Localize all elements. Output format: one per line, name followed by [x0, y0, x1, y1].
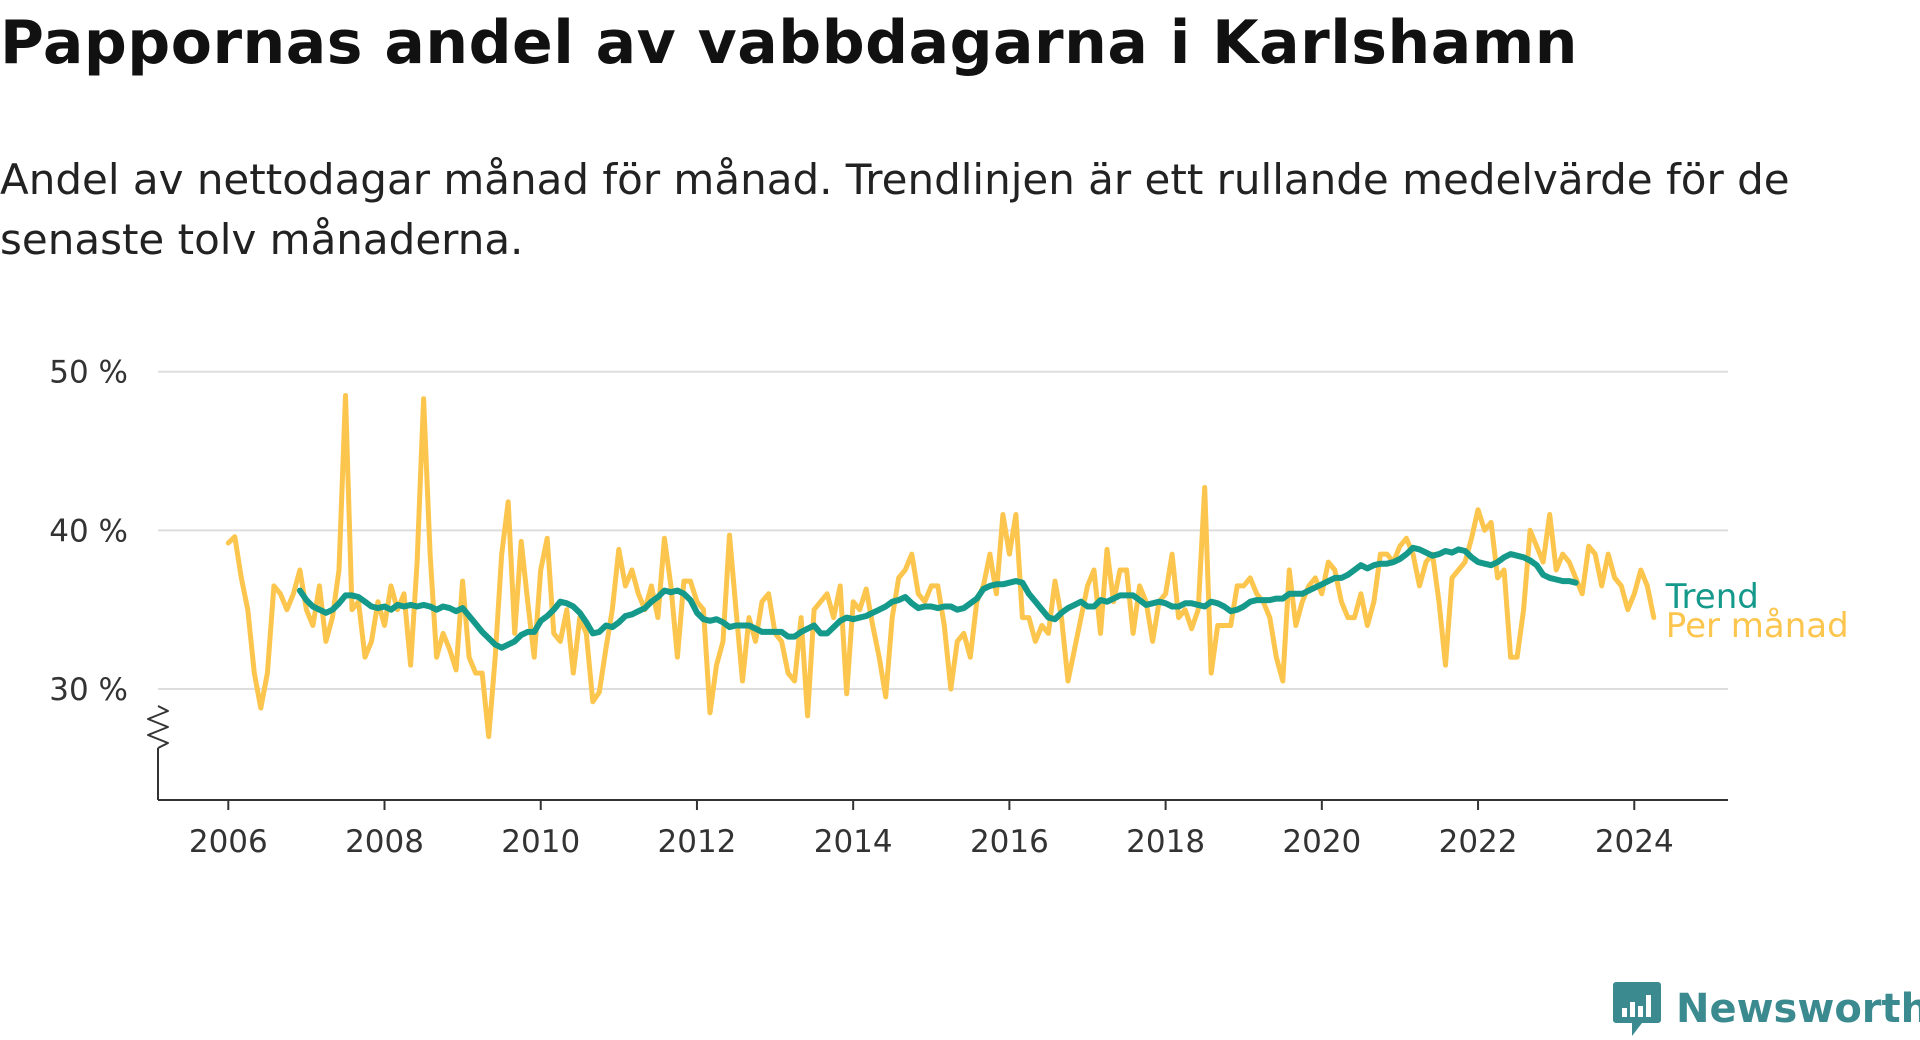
x-tick-label: 2024 [1595, 824, 1674, 860]
x-tick-label: 2018 [1126, 824, 1205, 860]
newsworthy-logo-icon [1613, 982, 1661, 1036]
chart-title: Pappornas andel av vabbdagarna i Karlsha… [0, 8, 1578, 78]
monthly-end-label: Per månad [1666, 606, 1849, 646]
x-tick-label: 2006 [189, 824, 268, 860]
y-tick-label: 40 % [49, 513, 128, 549]
series [225, 393, 1657, 740]
newsworthy-logo-text: Newsworthy [1676, 986, 1920, 1032]
axes: 30 % 40 % 50 % 2006 2008 2010 2012 2014 2016 2018… [49, 355, 1728, 860]
y-tick-label: 50 % [49, 355, 128, 391]
x-tick-label: 2020 [1282, 824, 1361, 860]
y-axis-break-symbol [147, 705, 169, 749]
x-tick-label: 2012 [658, 824, 737, 860]
line-chart: 30 % 40 % 50 % 2006 2008 2010 2012 2014 2016 2018… [49, 355, 1849, 860]
x-tick-label: 2008 [345, 824, 424, 860]
x-tick-label: 2014 [814, 824, 893, 860]
trend-line [296, 544, 1579, 651]
x-tick-label: 2016 [970, 824, 1049, 860]
trend-end-label: Trend [1665, 577, 1759, 617]
chart-subtitle: Andel av nettodagar månad för månad. Tre… [0, 155, 1790, 264]
monthly-line [225, 393, 1657, 740]
x-tick-label: 2010 [501, 824, 580, 860]
x-tick-label: 2022 [1439, 824, 1518, 860]
y-tick-label: 30 % [49, 672, 128, 708]
newsworthy-logo: Newsworthy [1612, 980, 1920, 1038]
